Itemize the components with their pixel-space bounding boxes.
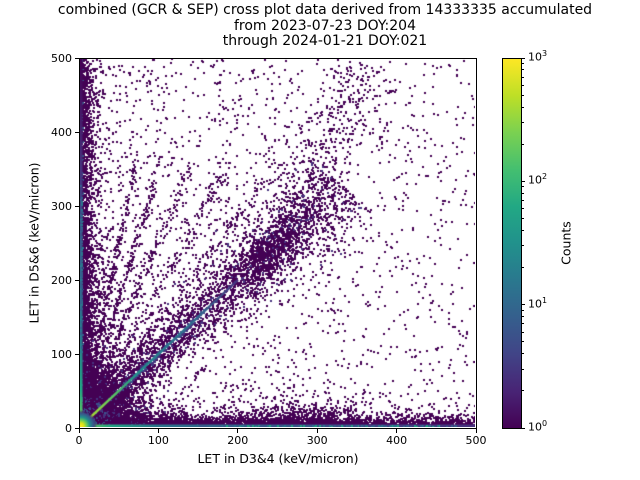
x-tick-label: 300 [306,434,328,447]
colorbar-minor-tick-mark [521,229,524,231]
y-tick-mark [75,279,79,281]
colorbar-tick-label: 101 [528,295,548,311]
colorbar-minor-tick-mark [521,316,524,318]
colorbar-tick-label: 102 [528,172,548,187]
y-tick-mark [75,353,79,355]
colorbar-minor-tick-mark [521,267,524,269]
colorbar-tick-mark [521,180,525,182]
colorbar-minor-tick-mark [521,63,524,65]
x-tick-mark [78,429,80,433]
colorbar-minor-tick-mark [521,143,524,145]
colorbar-minor-tick-mark [521,323,524,325]
colorbar-minor-tick-mark [521,353,524,355]
colorbar-minor-tick-mark [521,106,524,108]
y-tick-label: 100 [51,347,72,361]
colorbar-minor-tick-mark [521,309,524,311]
y-tick-mark [75,131,79,133]
heatmap-canvas [80,59,475,427]
x-tick-mark [396,429,398,433]
colorbar-minor-tick-mark [521,121,524,123]
x-tick-mark [316,429,318,433]
colorbar-minor-tick-mark [521,390,524,392]
x-tick-label: 500 [465,434,487,447]
y-tick-label: 500 [51,51,72,65]
colorbar [502,58,522,429]
x-tick-label: 200 [227,434,249,447]
colorbar-minor-tick-mark [521,84,524,86]
y-tick-label: 0 [65,421,72,435]
y-axis-label: LET in D5&6 (keV/micron) [26,162,42,324]
y-tick-mark [75,57,79,59]
y-tick-label: 300 [51,199,72,213]
axes-frame [79,58,477,429]
colorbar-tick-label: 103 [528,49,548,64]
chart-title: combined (GCR & SEP) cross plot data der… [0,2,640,50]
x-tick-mark [157,429,159,433]
colorbar-minor-tick-mark [521,341,524,343]
x-tick-mark [237,429,239,433]
colorbar-minor-tick-mark [521,76,524,78]
colorbar-minor-tick-mark [521,208,524,210]
y-tick-mark [75,205,79,207]
colorbar-minor-tick-mark [521,331,524,333]
y-tick-label: 200 [51,273,72,287]
colorbar-minor-tick-mark [521,217,524,219]
colorbar-minor-tick-mark [521,245,524,247]
x-tick-mark [475,429,477,433]
y-tick-mark [75,427,79,429]
title-line-2: from 2023-07-23 DOY:204 [233,17,416,34]
x-tick-label: 100 [147,434,169,447]
colorbar-minor-tick-mark [521,69,524,71]
colorbar-minor-tick-mark [521,186,524,188]
colorbar-minor-tick-mark [521,368,524,370]
colorbar-label: Counts [558,221,574,265]
y-tick-label: 400 [51,125,72,139]
colorbar-tick-mark [521,427,525,429]
colorbar-minor-tick-mark [521,94,524,96]
x-tick-label: 400 [386,434,408,447]
title-line-3: through 2024-01-21 DOY:021 [222,33,428,49]
x-axis-label: LET in D3&4 (keV/micron) [197,451,359,466]
colorbar-minor-tick-mark [521,199,524,201]
title-line-1: combined (GCR & SEP) cross plot data der… [57,2,593,18]
colorbar-tick-mark [521,304,525,306]
colorbar-minor-tick-mark [521,192,524,194]
colorbar-tick-mark [521,57,525,59]
colorbar-tick-label: 100 [528,419,548,434]
x-tick-label: 0 [75,434,83,447]
